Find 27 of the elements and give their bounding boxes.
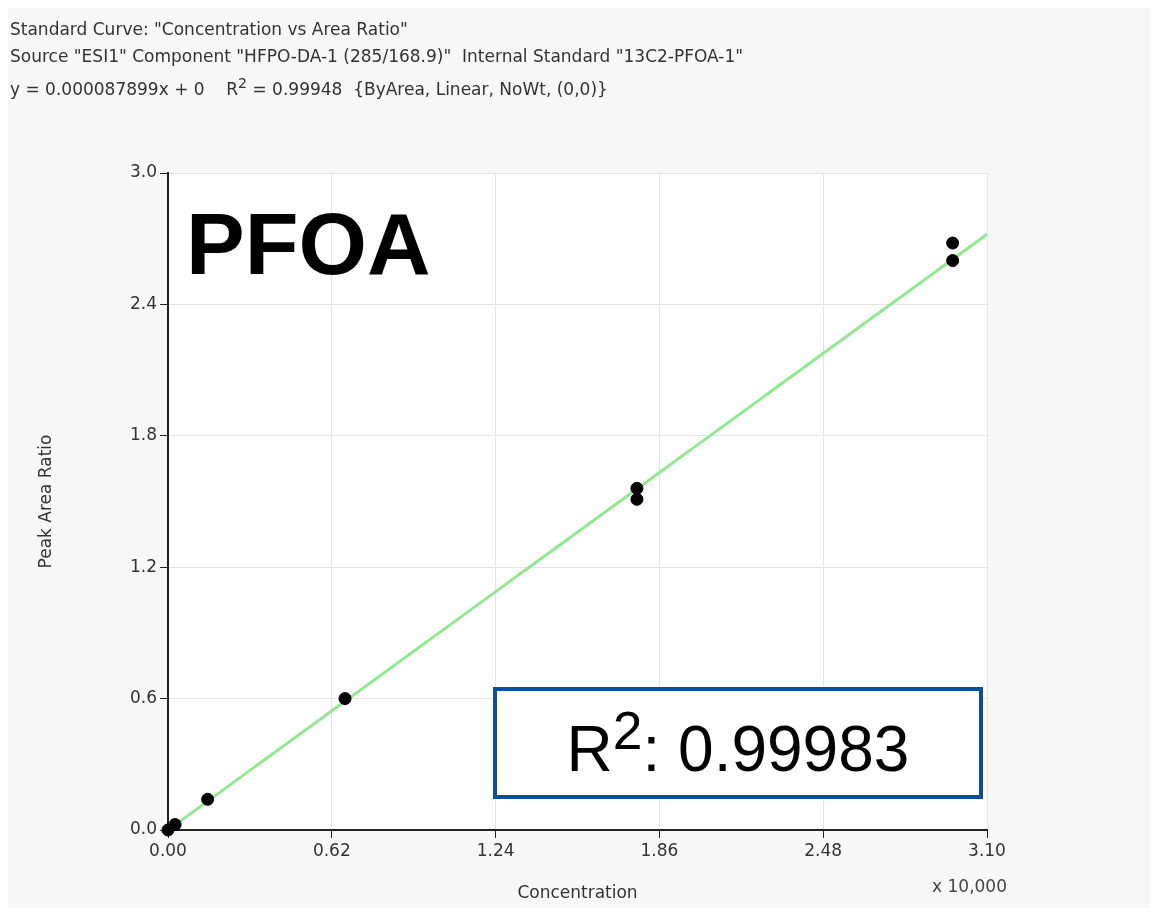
- y-tick-label: 0.0: [129, 818, 157, 839]
- point: [946, 236, 960, 250]
- point: [630, 481, 644, 495]
- x-tick-label: 2.48: [804, 839, 843, 860]
- point: [338, 692, 352, 706]
- point: [201, 792, 215, 806]
- x-tick-label: 3.10: [968, 839, 1006, 860]
- x-tick-label: 0.00: [149, 839, 187, 860]
- y-axis-title: Peak Area Ratio: [34, 434, 55, 569]
- y-tick-label: 1.8: [129, 424, 157, 445]
- point: [946, 254, 960, 268]
- x-axis-title: Concentration: [517, 882, 638, 903]
- y-tick-label: 2.4: [129, 292, 157, 313]
- y-tick-label: 1.2: [129, 555, 157, 576]
- chart-title: Standard Curve: "Concentration vs Area Ratio": [10, 18, 409, 41]
- x-tick-label: 1.24: [476, 839, 515, 860]
- text: x 10,000: [932, 876, 1007, 896]
- annotation: R$^{2}$: 0.99983: [566, 699, 910, 787]
- annotation: PFOA: [186, 194, 431, 294]
- chart-subtitle: Source "ESI1" Component "HFPO-DA-1 (285/168.9)" Internal Standard "13C2-PFOA-1": [10, 45, 744, 68]
- y-tick-label: 3.0: [129, 161, 157, 182]
- text: y = 0.000087899x + 0 R$^{2}$ = 0.99948 {ByArea, Linear, NoWt, (0,0)}: [10, 74, 609, 101]
- x-tick-label: 0.62: [312, 839, 351, 860]
- y-tick-label: 0.6: [129, 687, 157, 708]
- point: [630, 492, 644, 506]
- point: [168, 818, 182, 832]
- x-tick-label: 1.86: [640, 839, 679, 860]
